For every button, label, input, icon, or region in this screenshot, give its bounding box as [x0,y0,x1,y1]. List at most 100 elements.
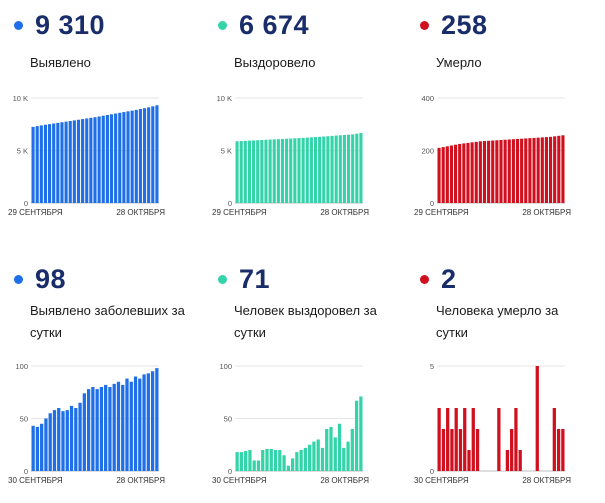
bar [556,429,561,471]
bar [52,123,56,203]
bar [235,452,239,471]
stat-row: 2 [420,262,457,296]
bar [282,455,286,471]
bar [91,387,95,471]
bar [121,384,125,471]
x-start-label: 30 СЕНТЯБРЯ [8,476,63,485]
bar [104,384,108,471]
bar [346,441,350,471]
bar [40,423,44,471]
total-recovered: 6 674 [239,9,310,40]
bar [243,140,247,203]
bar [355,133,359,203]
series-dot [14,274,23,284]
bar [60,122,64,203]
bar [248,450,252,471]
y-tick-label: 50 [20,415,28,424]
bar [56,122,60,203]
bar [437,147,441,203]
bar [326,136,330,203]
y-tick-label: 5 [430,362,434,371]
bar [105,115,109,203]
bar [470,142,474,203]
bar [462,143,466,203]
y-tick-label: 0 [430,467,434,476]
bar [268,139,272,203]
bar [312,441,316,471]
series-dot [218,20,227,30]
x-end-label: 28 ОКТЯБРЯ [116,476,165,485]
y-tick-label: 100 [219,362,232,371]
bar [466,142,470,203]
bar [350,429,354,471]
bar [333,437,337,471]
bar [147,107,151,203]
bar [515,138,520,203]
bar [446,408,450,471]
y-tick-label: 5 K [17,147,28,156]
bar [86,389,91,471]
bar [273,450,278,471]
bar [272,139,276,203]
bar [297,138,301,203]
bar [528,138,532,203]
bar [78,402,82,471]
stat-row: 258 [420,8,488,42]
y-tick-label: 400 [421,94,434,103]
series-dot [14,20,23,30]
bar [278,450,282,471]
bar [471,408,475,471]
detected-label: Выявлено [30,55,91,70]
panel-detected: 9 310 Выявлено 10 K 5 K 0 29 СЕНТЯБРЯ 28 ОКТ… [8,0,204,245]
bar [31,126,35,203]
bar [247,140,252,203]
bar [65,410,69,471]
bar [72,120,76,203]
x-start-label: 29 СЕНТЯБРЯ [212,208,267,217]
recovered-chart: 10 K 5 K 029 СЕНТЯБРЯ 28 ОКТЯБРЯ [212,94,369,217]
bar [151,106,155,203]
bar [553,136,557,203]
bar [305,137,309,203]
total-died: 258 [441,9,488,40]
bar [301,137,305,203]
bar [74,408,78,471]
bar [474,141,478,203]
bar [239,452,244,471]
bar [445,146,449,203]
bar [244,451,248,471]
bar [69,405,74,471]
bar [89,117,93,203]
bar [264,139,268,203]
y-tick-label: 0 [24,467,28,476]
bar [252,460,256,471]
bar [130,110,134,203]
bar [261,450,265,471]
bar [441,147,445,203]
bar [524,138,528,203]
y-tick-label: 5 K [221,147,232,156]
recovered-label: Выздоровело [234,55,316,70]
detected-chart: 10 K 5 K 029 СЕНТЯБРЯ 28 ОКТЯБРЯ [8,94,165,217]
bar [505,450,510,471]
panel-daily-recovered: 71 Человек выздоровел за сутки 100 50 0 30 … [212,254,408,499]
bar [138,109,142,203]
bar [499,140,503,203]
bar [322,136,326,203]
x-end-label: 28 ОКТЯБРЯ [522,476,571,485]
bar [491,140,495,203]
daily-detected-label: Выявлено заболевших за сутки [30,303,185,340]
bar [351,134,355,203]
bar [510,429,514,471]
bar [487,140,491,203]
x-start-label: 29 СЕНТЯБРЯ [8,208,63,217]
stat-row: 9 310 [14,8,105,42]
bar [561,135,565,203]
x-end-label: 28 ОКТЯБРЯ [116,208,165,217]
bar [316,439,320,471]
series-dot [420,274,429,284]
bar [359,396,363,471]
bar [536,137,540,203]
bar [108,387,112,471]
y-tick-label: 10 K [217,94,232,103]
